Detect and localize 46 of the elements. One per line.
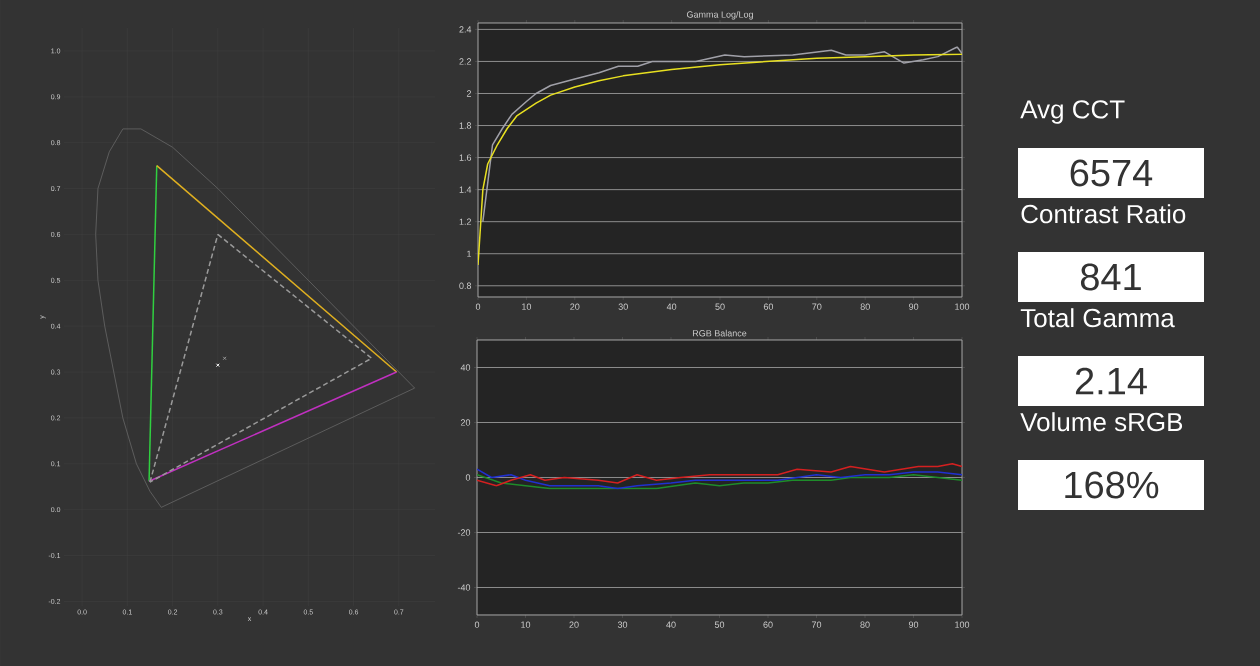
x-tick-label: 100 [955, 303, 970, 310]
x-tick-label: 20 [570, 303, 580, 310]
y-tick-label: 20 [460, 419, 471, 426]
y-tick-label: 1.6 [459, 154, 472, 161]
x-tick-label: 0 [475, 303, 481, 310]
y-tick-label: 1.4 [459, 186, 472, 193]
text: 6574 [1070, 159, 1153, 187]
x-tick-label: 80 [860, 621, 870, 628]
x-tick-label: 10 [522, 303, 532, 310]
x-tick-label: 90 [909, 303, 919, 310]
y-tick-label: 2 [466, 90, 472, 97]
x-tick-label: 0 [474, 621, 480, 628]
x-tick-label: 30 [617, 621, 628, 628]
x-tick-label: 40 [666, 621, 676, 628]
text: 2.14 [1075, 367, 1147, 395]
x-tick-label: 10 [521, 621, 531, 628]
x-tick-label: 70 [811, 621, 822, 628]
x-tick-label: 30 [618, 303, 628, 310]
text: Volume sRGB [1020, 412, 1183, 432]
text: Total Gamma [1020, 308, 1175, 328]
y-tick-label: -20 [457, 529, 471, 536]
chart-title: RGB Balance [692, 329, 747, 337]
x-tick-label: 100 [955, 621, 970, 628]
y-tick-label: 0 [465, 474, 471, 481]
y-tick-label: -40 [457, 584, 471, 591]
x-tick-label: 20 [569, 621, 579, 628]
text: Avg CCT [1020, 100, 1125, 124]
x-tick-label: 40 [666, 303, 677, 310]
x-tick-label: 90 [908, 621, 919, 628]
x-tick-label: 60 [763, 303, 774, 310]
x-tick-label: 60 [763, 621, 773, 628]
x-tick-label: 50 [714, 621, 725, 628]
x-tick-label: 70 [812, 303, 822, 310]
y-tick-label: 1 [467, 250, 472, 257]
y-tick-label: 40 [460, 364, 471, 371]
x-tick-label: 50 [715, 303, 725, 310]
y-tick-label: 1.8 [459, 122, 472, 129]
chart-title: Gamma Log/Log [686, 11, 753, 20]
y-tick-label: 2.4 [459, 26, 472, 33]
y-tick-label: 1.2 [459, 218, 472, 225]
text: 841 [1080, 263, 1141, 291]
x-tick-label: 80 [860, 303, 870, 310]
text: Contrast Ratio [1021, 204, 1186, 224]
text: 168% [1065, 471, 1159, 499]
y-tick-label: 2.2 [459, 58, 472, 65]
y-tick-label: 0.8 [459, 282, 472, 289]
